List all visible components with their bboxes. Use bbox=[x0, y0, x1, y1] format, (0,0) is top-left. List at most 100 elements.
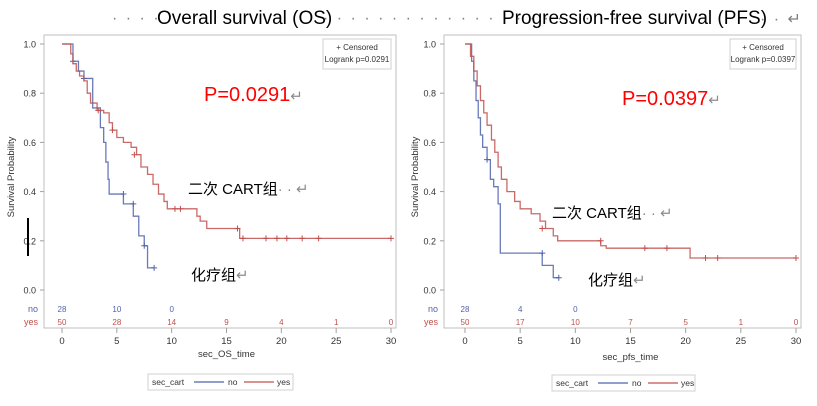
title-spacer-dots: · · · · · · · · · · · · · · · · · · · · … bbox=[323, 10, 620, 27]
os-inset-logrank: Logrank p=0.0291 bbox=[325, 55, 390, 64]
pfs-censor-mark-no bbox=[539, 250, 546, 257]
os-risk-count: 10 bbox=[112, 305, 121, 314]
os-censor-mark-no bbox=[130, 200, 137, 207]
os-xtick-label: 0 bbox=[59, 336, 64, 347]
pfs-cart-label: 二次 CART组· · ↵ bbox=[552, 202, 673, 223]
os-ytick-label: 0.6 bbox=[23, 138, 36, 148]
os-chemo-label: 化疗组↵ bbox=[191, 264, 249, 285]
pfs-censor-mark-yes bbox=[793, 255, 799, 262]
os-risk-count: 4 bbox=[279, 318, 284, 327]
os-xtick-label: 5 bbox=[114, 336, 119, 347]
os-censor-mark-yes bbox=[388, 235, 394, 242]
pfs-x-axis-label: sec_pfs_time bbox=[603, 352, 659, 363]
pfs-legend-title: sec_cart bbox=[556, 378, 589, 388]
os-risk-count: 14 bbox=[167, 318, 176, 327]
title-bar: · · · · · Overall survival (OS) · · · · … bbox=[0, 0, 817, 34]
cart-group-label: 二次 CART组 bbox=[188, 181, 278, 198]
pfs-xtick-label: 0 bbox=[462, 336, 467, 347]
os-xtick-label: 30 bbox=[386, 336, 397, 347]
os-xtick-label: 25 bbox=[331, 336, 342, 347]
pfs-legend-label-no: no bbox=[632, 378, 642, 388]
pfs-chemo-label: 化疗组↵ bbox=[588, 269, 646, 290]
pfs-xtick-label: 30 bbox=[791, 336, 802, 347]
os-ytick-label: 0.2 bbox=[23, 236, 36, 246]
os-legend-title: sec_cart bbox=[152, 377, 185, 387]
return-mark: ↵ bbox=[708, 92, 721, 109]
pfs-censor-mark-yes bbox=[641, 245, 648, 252]
return-mark: ↵ bbox=[236, 267, 249, 284]
chemo-group-label: 化疗组 bbox=[191, 267, 237, 284]
pfs-title: Progression-free survival (PFS) bbox=[502, 8, 768, 29]
os-ytick-label: 0.0 bbox=[23, 286, 36, 296]
pfs-risk-count: 28 bbox=[461, 305, 470, 314]
pfs-curve-no bbox=[465, 43, 559, 279]
chemo-group-label: 化疗组 bbox=[588, 272, 634, 289]
pfs-inset-censored: + Censored bbox=[742, 43, 784, 52]
os-cart-label: 二次 CART组· · ↵ bbox=[188, 178, 309, 199]
os-censor-mark-yes bbox=[109, 127, 116, 134]
return-mark: · · ↵ bbox=[760, 11, 803, 28]
pfs-inset-box bbox=[729, 38, 797, 70]
pfs-ytick-label: 0.4 bbox=[423, 187, 436, 197]
pfs-xtick-label: 20 bbox=[680, 336, 691, 347]
os-risk-row-label: no bbox=[28, 304, 38, 314]
pfs-ytick-label: 0.6 bbox=[423, 138, 436, 148]
os-risk-count: 28 bbox=[58, 305, 67, 314]
os-censor-mark-yes bbox=[262, 235, 269, 242]
pfs-risk-count: 1 bbox=[739, 318, 744, 327]
os-censor-mark-yes bbox=[239, 235, 246, 242]
pfs-censor-mark-no bbox=[484, 156, 491, 163]
title-spacer-dots: · · · · · bbox=[112, 10, 175, 27]
pfs-censor-mark-yes bbox=[539, 225, 546, 232]
os-xtick-label: 15 bbox=[221, 336, 232, 347]
os-pvalue: P=0.0291 bbox=[204, 84, 291, 106]
return-mark: ↵ bbox=[633, 272, 646, 289]
pfs-plot-frame bbox=[443, 34, 802, 329]
pfs-pvalue-annotation: P=0.0397↵ bbox=[622, 88, 721, 111]
pfs-ytick-label: 1.0 bbox=[423, 40, 436, 50]
pfs-risk-count: 17 bbox=[516, 318, 525, 327]
pfs-xtick-label: 5 bbox=[518, 336, 523, 347]
return-mark: · · ↵ bbox=[277, 181, 309, 198]
os-inset-censored: + Censored bbox=[336, 43, 378, 52]
os-risk-count: 28 bbox=[112, 318, 121, 327]
pfs-xtick-label: 25 bbox=[736, 336, 747, 347]
pfs-risk-count: 50 bbox=[461, 318, 470, 327]
pfs-risk-row-label: no bbox=[428, 304, 438, 314]
os-risk-row-label: yes bbox=[24, 317, 39, 327]
os-risk-count: 0 bbox=[389, 318, 394, 327]
pfs-censor-mark-yes bbox=[597, 237, 604, 244]
os-curve-no bbox=[62, 43, 155, 269]
pfs-y-axis-label: Survival Probability bbox=[410, 136, 421, 217]
pfs-ytick-label: 0.2 bbox=[423, 236, 436, 246]
pfs-risk-count: 0 bbox=[794, 318, 799, 327]
os-xtick-label: 20 bbox=[276, 336, 287, 347]
pfs-risk-count: 0 bbox=[573, 305, 578, 314]
os-censor-mark-yes bbox=[177, 205, 184, 212]
pfs-risk-count: 10 bbox=[571, 318, 580, 327]
os-legend-label-no: no bbox=[228, 377, 238, 387]
cart-group-label: 二次 CART组 bbox=[552, 205, 642, 222]
return-mark: · · ↵ bbox=[641, 205, 673, 222]
pfs-censor-mark-yes bbox=[714, 255, 721, 262]
pfs-ytick-label: 0.0 bbox=[423, 286, 436, 296]
pfs-ytick-label: 0.8 bbox=[423, 89, 436, 99]
os-ytick-label: 0.8 bbox=[23, 89, 36, 99]
os-censor-mark-no bbox=[120, 191, 127, 198]
os-risk-count: 0 bbox=[169, 305, 174, 314]
os-censor-mark-yes bbox=[131, 151, 138, 158]
os-ytick-label: 1.0 bbox=[23, 40, 36, 50]
os-risk-count: 1 bbox=[334, 318, 339, 327]
os-censor-mark-yes bbox=[273, 235, 280, 242]
os-plot-frame bbox=[43, 34, 397, 329]
pfs-risk-count: 7 bbox=[628, 318, 633, 327]
os-legend-label-yes: yes bbox=[277, 377, 290, 387]
pfs-xtick-label: 10 bbox=[570, 336, 581, 347]
os-curve-yes bbox=[62, 43, 391, 239]
os-censor-mark-yes bbox=[299, 235, 306, 242]
os-censor-mark-no bbox=[141, 242, 148, 249]
pfs-risk-count: 5 bbox=[683, 318, 688, 327]
pfs-curve-yes bbox=[465, 43, 796, 259]
os-censor-mark-yes bbox=[234, 225, 241, 232]
